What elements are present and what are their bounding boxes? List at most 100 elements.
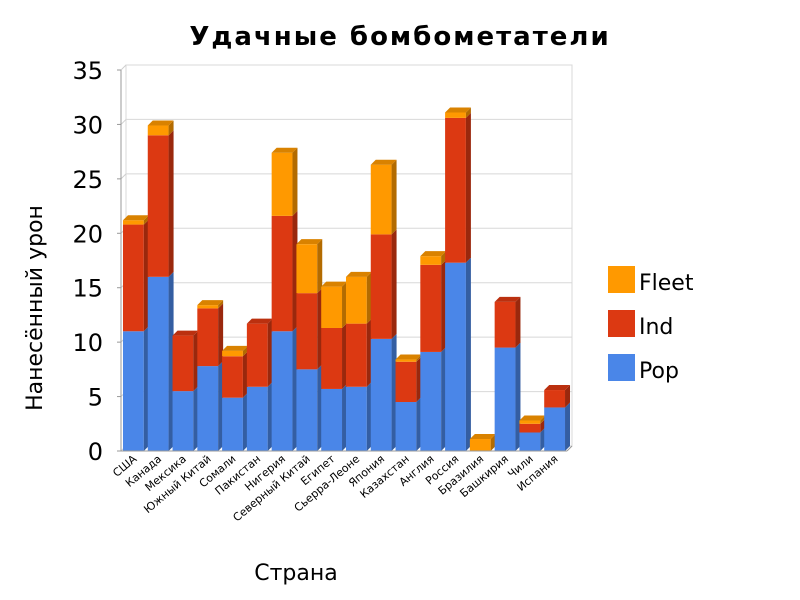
bar-segment-side bbox=[342, 322, 348, 389]
bar-segment-fleet bbox=[296, 244, 318, 294]
legend-swatch bbox=[608, 266, 635, 293]
bar-stack bbox=[544, 385, 571, 451]
bar-segment-side bbox=[416, 354, 422, 362]
bar-segment-side bbox=[391, 229, 397, 339]
bar-stack bbox=[345, 271, 372, 451]
bar-segment-side bbox=[317, 288, 323, 370]
bar-segment-fleet bbox=[345, 276, 367, 324]
bar-segment-pop bbox=[370, 338, 392, 451]
bar-stack bbox=[519, 415, 546, 451]
bar-top-face bbox=[296, 239, 323, 245]
bar-segment-pop bbox=[197, 366, 219, 451]
bar-segment-side bbox=[218, 300, 224, 309]
bar-top-face bbox=[420, 251, 447, 257]
bar-segment-ind bbox=[370, 234, 392, 339]
bar-stack bbox=[122, 215, 149, 451]
gridline-depth bbox=[120, 119, 127, 125]
bar-stack bbox=[271, 147, 298, 451]
bar-segment-pop bbox=[445, 262, 466, 451]
bar-segment-pop bbox=[494, 347, 516, 451]
bar-segment-side bbox=[143, 326, 149, 451]
bar-segment-side bbox=[366, 271, 372, 324]
bar-segment-ind bbox=[222, 356, 243, 398]
bar-stack bbox=[246, 318, 273, 451]
bar-top-face bbox=[494, 296, 521, 302]
bar-stack bbox=[469, 434, 496, 451]
y-tick-label: 15 bbox=[72, 275, 103, 303]
bar-segment-fleet bbox=[370, 164, 392, 235]
bar-top-face bbox=[370, 159, 397, 165]
bar-stack bbox=[321, 281, 348, 451]
bar-segment-ind bbox=[519, 423, 541, 433]
bar-top-face bbox=[544, 385, 571, 391]
bar-segment-side bbox=[242, 351, 248, 398]
bar-segment-ind bbox=[420, 264, 442, 352]
bar-segment-ind bbox=[296, 293, 318, 370]
bar-segment-ind bbox=[345, 323, 367, 387]
bar-top-face bbox=[469, 434, 496, 440]
legend-swatch bbox=[608, 310, 635, 337]
bar-segment-pop bbox=[147, 276, 169, 451]
legend-label: Fleet bbox=[639, 271, 694, 296]
bar-segment-pop bbox=[544, 407, 566, 451]
bar-segment-pop bbox=[172, 391, 194, 451]
bar-segment-side bbox=[391, 333, 397, 451]
bar-segment-side bbox=[143, 219, 149, 332]
bar-stack bbox=[420, 251, 447, 451]
bar-segment-ind bbox=[197, 308, 219, 367]
y-tick-label: 5 bbox=[88, 384, 103, 412]
bar-segment-side bbox=[242, 345, 248, 357]
legend-item-fleet: Fleet bbox=[608, 266, 694, 296]
bar-segment-ind bbox=[395, 361, 417, 403]
bar-segment-fleet bbox=[122, 220, 144, 225]
bar-segment-side bbox=[168, 120, 174, 136]
y-axis-title: Нанесённый урон bbox=[23, 205, 48, 411]
bar-segment-side bbox=[366, 381, 372, 451]
bar-segment-side bbox=[168, 271, 174, 451]
bar-segment-side bbox=[515, 342, 521, 451]
bar-segment-side bbox=[317, 239, 323, 294]
bar-segment-ind bbox=[246, 323, 268, 387]
bar-segment-ind bbox=[122, 224, 144, 332]
bar-segment-side bbox=[540, 427, 546, 451]
bar-segment-side bbox=[515, 296, 521, 348]
bar-segment-side bbox=[143, 215, 149, 225]
bar-segment-side bbox=[465, 112, 471, 263]
bar-top-face bbox=[222, 345, 248, 351]
bar-stack bbox=[172, 330, 199, 451]
bar-segment-pop bbox=[395, 402, 417, 451]
legend-swatch bbox=[608, 354, 635, 381]
bar-segment-side bbox=[267, 318, 273, 387]
bar-segment-side bbox=[168, 130, 174, 277]
bar-segment-ind bbox=[147, 135, 169, 277]
bar-segment-ind bbox=[271, 215, 293, 332]
bar-stack bbox=[395, 354, 422, 451]
bar-top-face bbox=[271, 147, 298, 153]
bar-top-face bbox=[345, 271, 372, 277]
y-tick-label: 30 bbox=[72, 111, 103, 139]
bar-segment-side bbox=[193, 330, 199, 392]
bar-stack bbox=[445, 107, 471, 451]
bar-segment-pop bbox=[222, 397, 243, 451]
y-tick-label: 20 bbox=[72, 220, 103, 248]
bar-segment-fleet bbox=[420, 256, 442, 265]
y-tick-label: 25 bbox=[72, 166, 103, 194]
bar-segment-side bbox=[465, 257, 471, 451]
bar-segment-side bbox=[342, 383, 348, 451]
bar-segment-side bbox=[441, 251, 447, 265]
bar-segment-pop bbox=[246, 386, 268, 451]
bar-stack bbox=[197, 300, 224, 451]
bar-top-face bbox=[197, 300, 224, 306]
bar-top-face bbox=[122, 215, 149, 221]
bar-stack bbox=[494, 296, 521, 451]
legend-label: Pop bbox=[639, 359, 679, 384]
bar-top-face bbox=[246, 318, 273, 324]
bar-segment-pop bbox=[122, 331, 144, 451]
bar-segment-fleet bbox=[321, 286, 343, 328]
y-tick-label: 10 bbox=[72, 329, 103, 357]
bar-top-face bbox=[445, 107, 471, 113]
x-axis-depth-line bbox=[566, 445, 573, 452]
bar-segment-side bbox=[441, 259, 447, 352]
bar-top-face bbox=[321, 281, 348, 287]
